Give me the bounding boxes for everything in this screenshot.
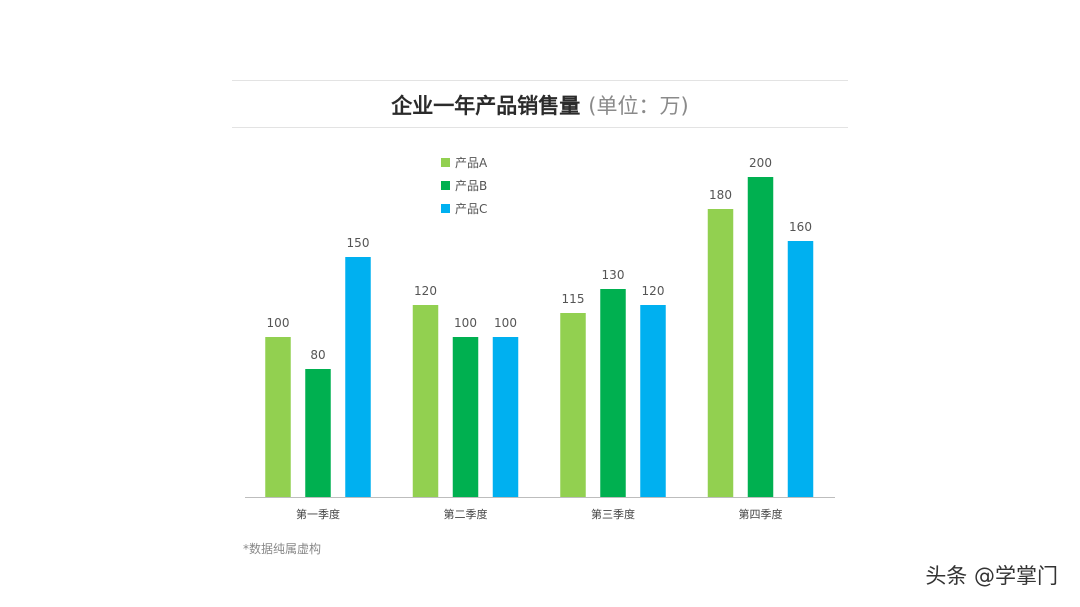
data-label-0-2: 150	[347, 236, 370, 250]
title-bottom-rule	[232, 127, 848, 128]
data-label-2-1: 130	[602, 268, 625, 282]
legend-item-b: 产品B	[441, 174, 487, 197]
chart-unit-label: (单位：万)	[588, 94, 689, 118]
data-label-2-0: 115	[562, 292, 585, 306]
bar-1-2	[492, 337, 519, 497]
data-label-3-1: 200	[749, 156, 772, 170]
legend-item-c: 产品C	[441, 197, 487, 220]
data-label-2-2: 120	[642, 284, 665, 298]
data-label-1-2: 100	[494, 316, 517, 330]
bar-1-1	[452, 337, 479, 497]
data-label-3-0: 180	[709, 188, 732, 202]
bar-1-0	[412, 305, 439, 497]
bar-2-0	[560, 313, 586, 497]
legend-label-c: 产品C	[455, 202, 488, 216]
title-top-rule	[232, 80, 848, 81]
bar-0-2	[345, 257, 371, 497]
legend-swatch-b	[441, 181, 450, 190]
bar-2-2	[640, 305, 666, 497]
chart-title-text: 企业一年产品销售量	[391, 94, 581, 118]
bar-3-0	[707, 209, 734, 497]
x-tick-label-0: 第一季度	[296, 507, 340, 521]
data-label-3-2: 160	[789, 220, 812, 234]
chart-title: 企业一年产品销售量 (单位：万)	[232, 90, 848, 120]
data-label-0-0: 100	[267, 316, 290, 330]
bar-0-1	[305, 369, 331, 497]
legend-swatch-a	[441, 158, 450, 167]
data-label-1-0: 120	[414, 284, 437, 298]
bar-0-0	[265, 337, 291, 497]
x-tick-label-2: 第三季度	[591, 507, 635, 521]
bar-3-2	[787, 241, 814, 497]
bar-3-1	[747, 177, 774, 497]
bar-2-1	[600, 289, 626, 497]
watermark: 头条 @学掌门	[925, 564, 1058, 588]
x-tick-label-1: 第二季度	[444, 507, 488, 521]
legend-item-a: 产品A	[441, 151, 487, 174]
legend-label-b: 产品B	[455, 179, 488, 193]
x-tick-label-3: 第四季度	[739, 507, 783, 521]
footnote: *数据纯属虚构	[243, 542, 322, 556]
data-label-1-1: 100	[454, 316, 477, 330]
legend-swatch-c	[441, 204, 450, 213]
data-label-0-1: 80	[310, 348, 325, 362]
legend-label-a: 产品A	[455, 156, 488, 170]
chart-legend: 产品A 产品B 产品C	[441, 151, 487, 220]
